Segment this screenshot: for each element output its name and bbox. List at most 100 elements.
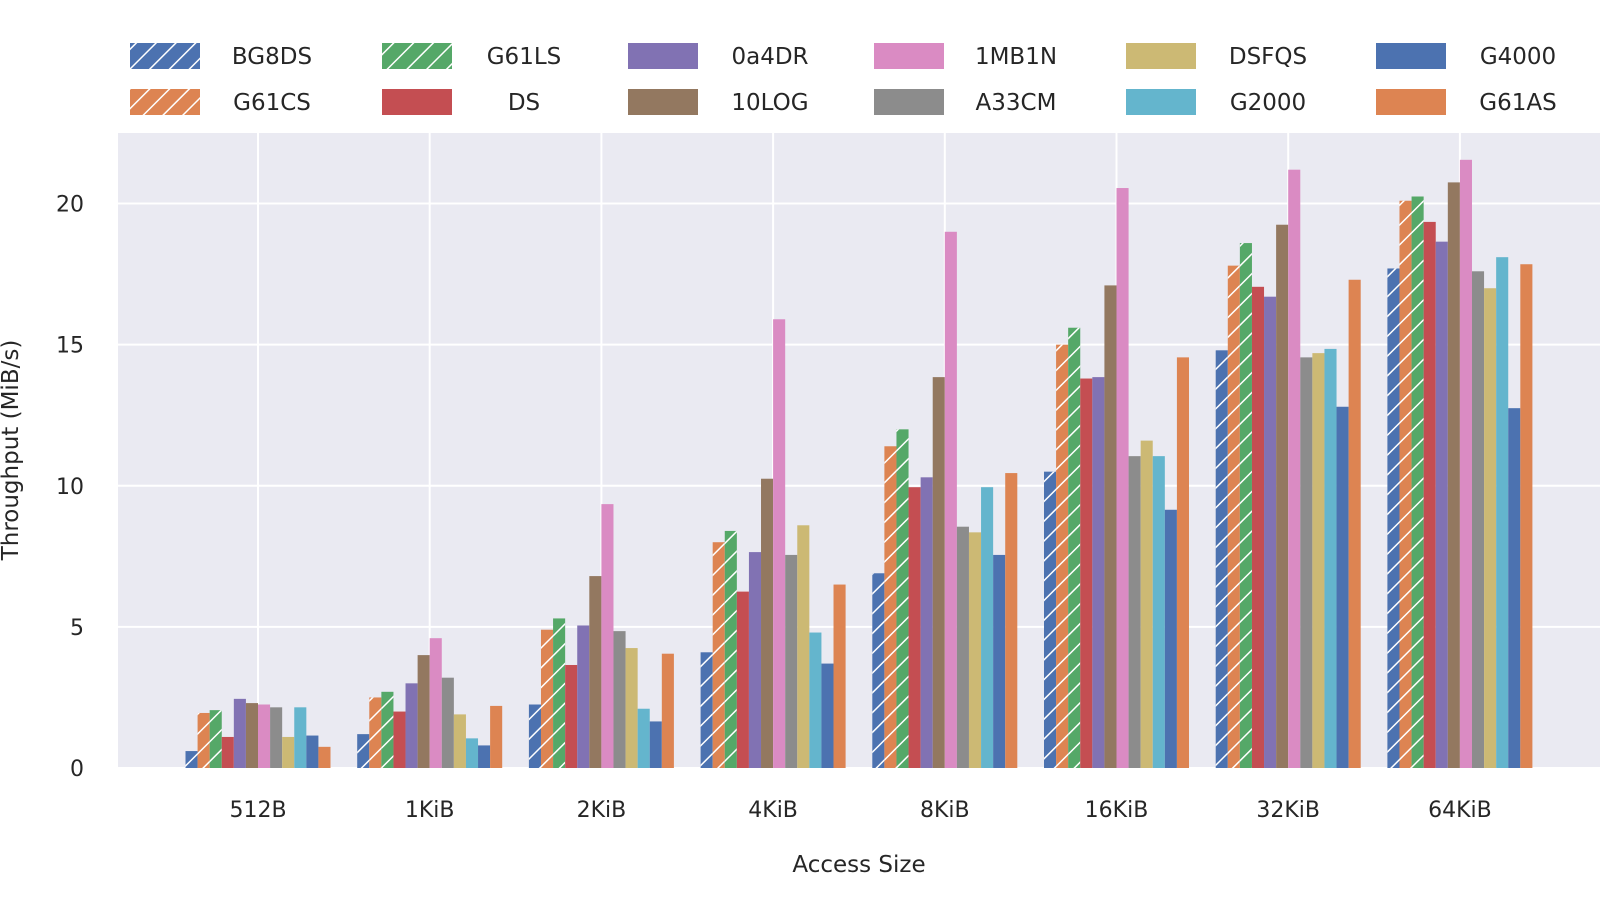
bar-bg8ds-4kib-hatch xyxy=(700,652,713,768)
bar-g61as-16kib xyxy=(1176,357,1189,768)
y-tick-label: 0 xyxy=(70,757,84,782)
legend-label-ds: DS xyxy=(508,90,540,116)
bar-a33cm-32kib xyxy=(1300,357,1313,768)
legend: BG8DS G61CS G61LS DS 0a4DR 10LOG 1MB1N A33CM DSF… xyxy=(130,43,1557,116)
bar-g61as-1kib xyxy=(490,705,503,768)
y-tick-label: 15 xyxy=(56,334,84,359)
bar-g2000-4kib xyxy=(809,632,822,768)
bar-g61cs-2kib-hatch xyxy=(540,629,554,768)
bar-10log-16kib xyxy=(1104,285,1117,768)
legend-swatch-0a4dr xyxy=(628,43,698,69)
legend-swatch-hatch xyxy=(382,43,452,69)
bar-bg8ds-1kib-hatch xyxy=(357,734,370,768)
bar-10log-32kib xyxy=(1276,224,1289,768)
bar-bg8ds-512b-hatch xyxy=(185,751,198,768)
bar-1mb1n-4kib xyxy=(773,319,786,768)
bar-g2000-8kib xyxy=(981,487,994,768)
y-axis-ticks: 0 5 10 15 20 xyxy=(56,193,84,782)
x-tick-label: 64KiB xyxy=(1428,798,1492,823)
legend-label-a33cm: A33CM xyxy=(976,90,1057,116)
bar-a33cm-8kib xyxy=(956,526,969,768)
x-tick-label: 1KiB xyxy=(405,798,455,823)
bar-g61ls-512b-hatch xyxy=(209,710,222,768)
x-tick-label: 4KiB xyxy=(748,798,798,823)
legend-label-g4000: G4000 xyxy=(1480,44,1556,70)
bar-g61ls-2kib-hatch xyxy=(553,618,566,768)
bar-ds-64kib xyxy=(1423,221,1436,768)
bar-a33cm-64kib xyxy=(1471,271,1485,768)
legend-swatch-a33cm xyxy=(874,89,944,115)
bar-0a4dr-4kib xyxy=(748,552,762,768)
bar-a33cm-2kib xyxy=(613,631,626,768)
bar-10log-4kib xyxy=(761,478,774,768)
bar-g2000-32kib xyxy=(1324,348,1337,768)
bar-g61as-4kib xyxy=(833,584,846,768)
bar-1mb1n-1kib xyxy=(429,638,442,768)
legend-label-g2000: G2000 xyxy=(1230,90,1306,116)
legend-swatch-1mb1n xyxy=(874,43,944,69)
bar-0a4dr-16kib xyxy=(1092,377,1105,768)
bar-dsfqs-16kib xyxy=(1140,440,1153,768)
x-tick-label: 16KiB xyxy=(1085,798,1149,823)
bar-bg8ds-8kib-hatch xyxy=(872,573,885,768)
bar-dsfqs-8kib xyxy=(968,532,982,768)
bar-ds-4kib xyxy=(736,591,749,768)
legend-label-0a4dr: 0a4DR xyxy=(731,44,808,70)
legend-swatch-hatch xyxy=(130,89,200,115)
y-tick-label: 5 xyxy=(70,616,84,641)
bar-g61ls-8kib-hatch xyxy=(896,429,909,768)
legend-swatch-hatch xyxy=(130,43,200,69)
bar-0a4dr-32kib xyxy=(1264,296,1277,768)
bar-a33cm-16kib xyxy=(1128,456,1141,768)
bar-0a4dr-1kib xyxy=(405,683,418,768)
bar-g4000-2kib xyxy=(649,721,662,768)
bar-g61as-512b xyxy=(318,746,331,768)
bar-dsfqs-64kib xyxy=(1484,288,1497,768)
legend-label-g61cs: G61CS xyxy=(233,90,311,116)
bar-g61ls-1kib-hatch xyxy=(381,691,394,768)
bar-g61cs-8kib-hatch xyxy=(884,446,897,768)
bar-g61as-8kib xyxy=(1005,473,1018,768)
bar-1mb1n-8kib xyxy=(944,231,957,768)
bar-g4000-64kib xyxy=(1508,408,1521,768)
legend-swatch-ds xyxy=(382,89,452,115)
bar-g61cs-16kib-hatch xyxy=(1056,344,1069,768)
bar-g4000-8kib xyxy=(993,554,1006,768)
bar-0a4dr-64kib xyxy=(1435,241,1448,769)
bar-1mb1n-2kib xyxy=(601,504,614,768)
bar-g61ls-64kib-hatch xyxy=(1411,196,1424,768)
bar-g61ls-16kib-hatch xyxy=(1068,327,1081,768)
bar-g4000-1kib xyxy=(478,745,491,768)
y-tick-label: 20 xyxy=(56,193,84,218)
x-axis-ticks: 512B 1KiB 2KiB 4KiB 8KiB 16KiB 32KiB 64KiB xyxy=(229,798,1491,823)
bar-dsfqs-4kib xyxy=(797,525,810,768)
x-tick-label: 2KiB xyxy=(577,798,627,823)
bar-g61ls-32kib-hatch xyxy=(1239,243,1252,769)
bar-1mb1n-64kib xyxy=(1459,159,1472,769)
bar-a33cm-512b xyxy=(270,707,283,768)
bar-g61cs-512b-hatch xyxy=(197,712,210,768)
bar-dsfqs-1kib xyxy=(453,714,466,768)
bar-1mb1n-32kib xyxy=(1288,169,1301,768)
x-tick-label: 8KiB xyxy=(920,798,970,823)
bar-ds-1kib xyxy=(393,711,406,768)
bar-1mb1n-512b xyxy=(258,704,271,768)
legend-label-g61ls: G61LS xyxy=(487,44,562,70)
x-tick-label: 512B xyxy=(229,798,286,823)
bar-g2000-1kib xyxy=(465,738,479,768)
legend-label-dsfqs: DSFQS xyxy=(1229,44,1307,70)
bar-g2000-16kib xyxy=(1152,456,1165,768)
bar-dsfqs-512b xyxy=(282,736,295,768)
bar-10log-8kib xyxy=(932,377,945,768)
bar-ds-32kib xyxy=(1251,286,1265,768)
bar-bg8ds-32kib-hatch xyxy=(1215,350,1228,768)
bar-g2000-2kib xyxy=(637,708,650,768)
legend-swatch-g4000 xyxy=(1376,43,1446,69)
bar-dsfqs-32kib xyxy=(1312,353,1325,768)
bar-g2000-512b xyxy=(294,707,307,768)
bar-g61cs-64kib-hatch xyxy=(1399,200,1412,768)
legend-label-g61as: G61AS xyxy=(1479,90,1556,116)
bars xyxy=(185,159,1533,769)
bar-bg8ds-16kib-hatch xyxy=(1044,471,1057,768)
